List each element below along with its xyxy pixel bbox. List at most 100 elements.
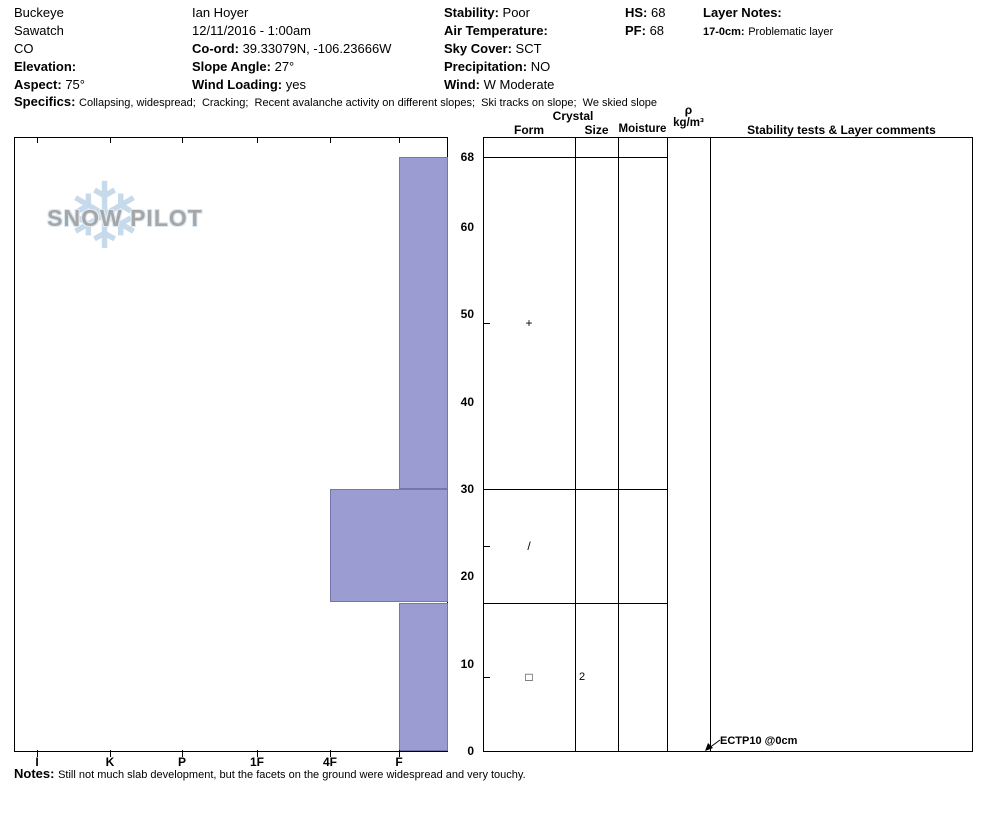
layer-note-text: Problematic layer	[748, 26, 834, 38]
specifics-label: Specifics:	[14, 94, 76, 109]
stability-value: Poor	[502, 5, 530, 20]
layer-boundary-line	[483, 488, 667, 490]
x-axis-tick	[330, 750, 331, 757]
grain-form-symbol: +	[525, 315, 533, 330]
grain-form-symbol: /	[527, 538, 531, 553]
sky-cover-value: SCT	[515, 41, 542, 56]
pit-name: Buckeye	[14, 5, 64, 20]
air-temp-label: Air Temperature:	[444, 23, 548, 38]
slope-angle-label: Slope Angle:	[192, 59, 271, 74]
header-col-location: Buckeye Sawatch CO Elevation: Aspect: 75…	[14, 4, 85, 94]
x-axis-tick-top	[182, 138, 183, 143]
wind-loading-row: Wind Loading: yes	[192, 76, 391, 94]
x-axis-tick-top	[110, 138, 111, 143]
pit-datetime: 12/11/2016 - 1:00am	[192, 23, 312, 38]
wind-loading-value: yes	[285, 77, 306, 92]
y-axis-label: 0	[467, 744, 474, 758]
x-axis-tick	[110, 750, 111, 757]
stability-row: Stability: Poor	[444, 4, 554, 22]
comments-column-header: Stability tests & Layer comments	[747, 123, 936, 137]
slope-angle-value: 27°	[274, 59, 295, 74]
density-symbol-header: ρ	[684, 103, 693, 117]
pf-label: PF:	[625, 23, 646, 38]
x-axis-tick	[182, 750, 183, 757]
wind-row: Wind: W Moderate	[444, 76, 554, 94]
sky-cover-row: Sky Cover: SCT	[444, 40, 554, 58]
layer-bar	[330, 488, 448, 603]
aspect-row: Aspect: 75°	[14, 76, 85, 94]
layer-boundary-line	[483, 157, 667, 158]
x-axis-label: K	[105, 755, 115, 769]
x-axis-label: F	[395, 755, 403, 769]
y-axis-label: 50	[460, 307, 474, 322]
elevation-label: Elevation:	[14, 59, 77, 74]
stability-label: Stability:	[444, 5, 499, 20]
elevation-row: Elevation:	[14, 58, 85, 76]
grain-form-symbol: □	[525, 669, 533, 684]
x-axis-tick	[257, 750, 258, 757]
x-axis-tick-top	[399, 138, 400, 143]
layer-note-row: 17-0cm: Problematic layer	[703, 22, 833, 40]
sky-cover-label: Sky Cover:	[444, 41, 512, 56]
header-col-observer: Ian Hoyer 12/11/2016 - 1:00am Co-ord: 39…	[192, 4, 391, 94]
column-divider	[710, 137, 711, 751]
x-axis-tick-top	[257, 138, 258, 143]
y-axis-label: 68	[460, 150, 474, 164]
header-col-heights: HS: 68 PF: 68	[625, 4, 665, 40]
size-column-header: Size	[584, 123, 609, 137]
slope-angle-row: Slope Angle: 27°	[192, 58, 391, 76]
layer-midpoint-tick	[483, 676, 490, 678]
layer-notes-title: Layer Notes:	[703, 4, 833, 22]
moisture-column-header: Moisture	[618, 123, 667, 135]
layer-note-range: 17-0cm:	[703, 26, 745, 38]
x-axis-label: P	[177, 755, 186, 769]
specifics-value: Collapsing, widespread; Cracking; Recent…	[79, 97, 658, 109]
layer-data-panel	[483, 137, 973, 752]
notes-row: Notes: Still not much slab development, …	[14, 766, 526, 781]
y-axis-label: 60	[460, 219, 474, 234]
wind-loading-label: Wind Loading:	[192, 77, 283, 92]
x-axis-tick-top	[37, 138, 38, 143]
form-column-header: Form	[514, 123, 544, 137]
air-temp-row: Air Temperature:	[444, 22, 554, 40]
hs-row: HS: 68	[625, 4, 665, 22]
header-col-layer-notes: Layer Notes: 17-0cm: Problematic layer	[703, 4, 833, 40]
hs-value: 68	[651, 5, 666, 20]
x-axis-label: 4F	[322, 755, 337, 769]
mountain-range: Sawatch	[14, 23, 64, 38]
precipitation-label: Precipitation:	[444, 59, 528, 74]
layer-midpoint-tick	[483, 545, 490, 547]
y-axis-label: 10	[460, 656, 474, 671]
specifics-row: Specifics: Collapsing, widespread; Crack…	[14, 94, 657, 109]
state: CO	[14, 41, 34, 56]
pf-value: 68	[649, 23, 665, 38]
y-axis-label: 40	[460, 394, 474, 409]
x-axis-tick	[37, 750, 38, 757]
x-axis-label: I	[35, 755, 39, 769]
pf-row: PF: 68	[625, 22, 665, 40]
hardness-profile-chart	[14, 137, 448, 752]
wind-label: Wind:	[444, 77, 480, 92]
notes-label: Notes:	[14, 766, 55, 781]
annotation-arrow-icon	[705, 739, 721, 751]
layer-bar	[399, 157, 448, 489]
layer-midpoint-tick	[483, 322, 490, 324]
column-divider	[575, 137, 576, 751]
coordinates-value: 39.33079N, -106.23666W	[242, 41, 392, 56]
crystal-header: Crystal	[552, 109, 594, 123]
grain-size-value: 2	[579, 670, 586, 683]
x-axis-tick	[399, 750, 400, 757]
observer-name: Ian Hoyer	[192, 5, 249, 20]
density-unit-header: kg/m³	[673, 117, 704, 129]
precipitation-value: NO	[530, 59, 551, 74]
layer-boundary-line	[483, 602, 667, 604]
hs-label: HS:	[625, 5, 648, 20]
x-axis-label: 1F	[249, 755, 264, 769]
coordinates-label: Co-ord:	[192, 41, 239, 56]
column-divider	[667, 137, 668, 751]
notes-value: Still not much slab development, but the…	[58, 769, 526, 781]
coordinates-row: Co-ord: 39.33079N, -106.23666W	[192, 40, 391, 58]
x-axis-tick-top	[330, 138, 331, 143]
aspect-value: 75°	[65, 77, 85, 92]
